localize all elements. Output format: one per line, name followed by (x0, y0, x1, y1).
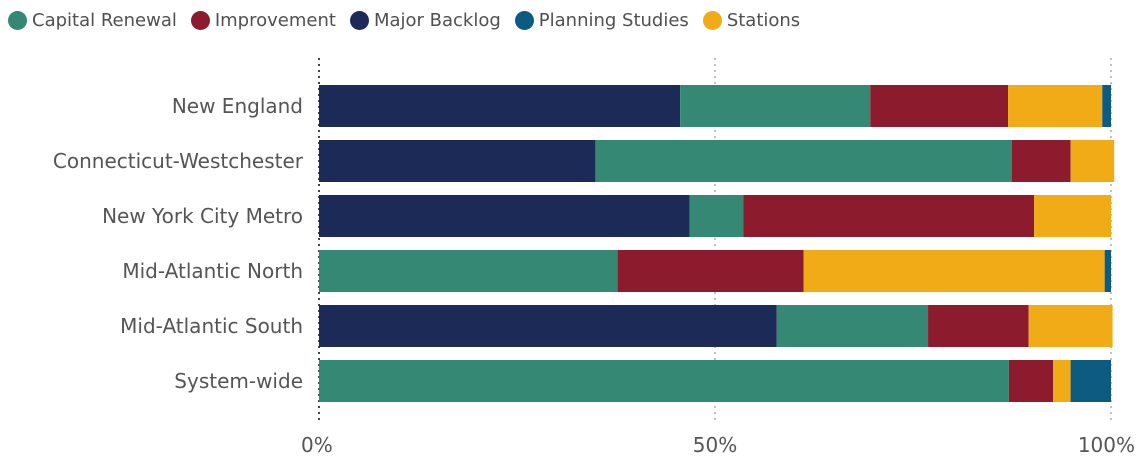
category-label: New York City Metro (102, 204, 303, 228)
bar-major-backlog-2 (319, 195, 690, 237)
legend-item: Improvement (190, 9, 336, 31)
bar-major-backlog-4 (319, 305, 777, 347)
legend-item: Stations (702, 9, 801, 31)
bar-stations-5 (1053, 360, 1071, 402)
bar-improvement-2 (743, 195, 1035, 237)
legend-label: Major Backlog (373, 9, 501, 31)
bar-improvement-0 (870, 85, 1009, 127)
legend-label: Planning Studies (538, 9, 689, 31)
bar-stations-2 (1034, 195, 1111, 237)
bar-stations-1 (1070, 140, 1115, 182)
bar-capital-renewal-4 (776, 305, 929, 347)
bar-improvement-3 (617, 250, 804, 292)
bar-major-backlog-1 (319, 140, 596, 182)
bar-stations-4 (1028, 305, 1113, 347)
x-tick-label: 100% (1078, 433, 1135, 457)
bar-major-backlog-0 (319, 85, 681, 127)
legend-label: Stations (726, 9, 801, 31)
bar-capital-renewal-2 (689, 195, 744, 237)
category-label: Connecticut-Westchester (53, 149, 304, 173)
bar-planning-studies-0 (1102, 85, 1111, 127)
bar-stations-0 (1008, 85, 1103, 127)
x-tick-label: 0% (301, 433, 333, 457)
legend-label: Capital Renewal (32, 9, 177, 31)
bar-capital-renewal-5 (319, 360, 1009, 402)
legend-label: Improvement (214, 9, 336, 31)
bar-capital-renewal-3 (319, 250, 618, 292)
legend-swatch (514, 10, 534, 30)
bar-stations-3 (803, 250, 1105, 292)
bar-planning-studies-5 (1070, 360, 1111, 402)
legend-swatch (190, 10, 210, 30)
category-label: Mid-Atlantic South (120, 314, 303, 338)
legend-swatch (8, 10, 27, 30)
bar-improvement-5 (1008, 360, 1054, 402)
category-label: Mid-Atlantic North (122, 259, 303, 283)
legend-item: Capital Renewal (8, 10, 177, 31)
legend: Capital Renewal Improvement Major Backlog P… (8, 6, 814, 34)
bar-planning-studies-3 (1104, 250, 1111, 292)
legend-swatch (702, 10, 722, 30)
x-tick-label: 50% (693, 433, 737, 457)
bar-capital-renewal-0 (680, 85, 871, 127)
category-label: System-wide (174, 369, 303, 393)
bar-improvement-4 (928, 305, 1029, 347)
legend-item: Planning Studies (514, 9, 689, 31)
legend-swatch (349, 10, 369, 30)
bar-capital-renewal-1 (595, 140, 1012, 182)
legend-item: Major Backlog (349, 9, 501, 31)
category-label: New England (172, 94, 303, 118)
bar-improvement-1 (1012, 140, 1071, 182)
